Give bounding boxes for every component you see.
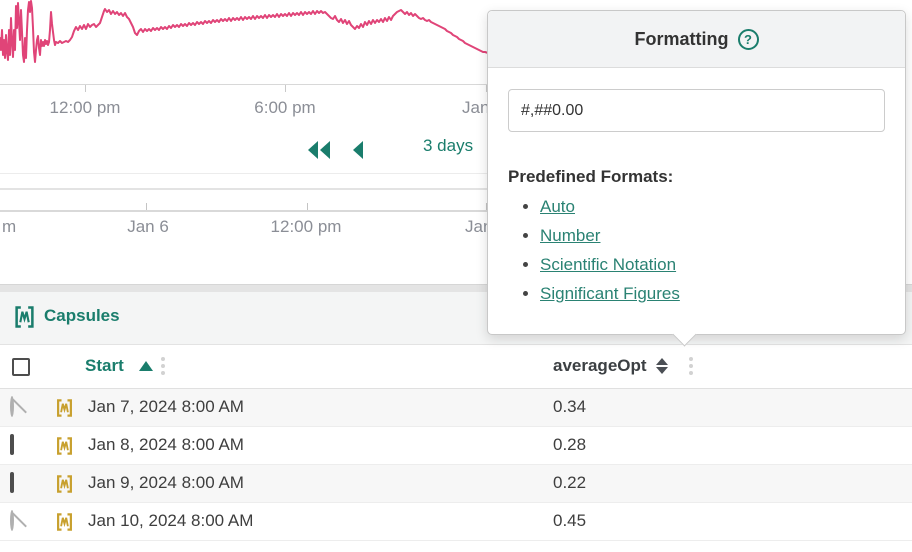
capsule-value: 0.34 — [553, 397, 587, 416]
column-header-start[interactable]: Start — [85, 356, 124, 375]
rewind-icon[interactable] — [305, 138, 333, 167]
not-selectable-icon — [10, 396, 14, 417]
capsule-value: 0.22 — [553, 473, 587, 492]
list-item: Number — [540, 226, 885, 246]
help-icon[interactable]: ? — [737, 28, 759, 50]
top-axis-label-600pm: 6:00 pm — [254, 98, 316, 117]
axis-tick — [307, 203, 308, 210]
capsule-icon — [56, 398, 73, 423]
step-back-icon[interactable] — [351, 138, 365, 167]
trend-chart[interactable] — [0, 0, 912, 90]
capsule-icon — [56, 436, 73, 461]
sort-ascending-icon[interactable] — [139, 361, 153, 371]
not-selectable-icon — [10, 510, 14, 531]
list-item: Auto — [540, 197, 885, 217]
row-checkbox[interactable] — [10, 434, 14, 455]
row-checkbox[interactable] — [10, 472, 14, 493]
table-row[interactable]: Jan 9, 2024 8:00 AM 0.22 — [0, 465, 912, 503]
capsules-icon — [14, 305, 35, 334]
format-link-significant-figures[interactable]: Significant Figures — [540, 284, 680, 303]
bottom-axis-label-1200pm: 12:00 pm — [270, 217, 342, 236]
axis-tick — [285, 85, 286, 92]
section-divider[interactable] — [0, 284, 912, 292]
capsule-start: Jan 9, 2024 8:00 AM — [88, 473, 244, 492]
signal-line — [0, 0, 501, 63]
averageopt-column-menu-icon[interactable] — [689, 357, 693, 375]
capsules-table-body: Jan 7, 2024 8:00 AM 0.34 Jan 8, 2024 8:0… — [0, 389, 912, 541]
format-link-scientific-notation[interactable]: Scientific Notation — [540, 255, 677, 274]
bottom-axis-label-pm-clipped: m — [2, 217, 17, 236]
formatting-popup: Formatting ? Predefined Formats: Auto Nu… — [487, 10, 906, 347]
table-row[interactable]: Jan 7, 2024 8:00 AM 0.34 — [0, 389, 912, 427]
column-header-averageopt[interactable]: averageOpt — [553, 356, 647, 375]
sort-both-icon[interactable] — [656, 358, 668, 374]
lane-divider — [0, 188, 906, 190]
bottom-axis-label-jan6: Jan 6 — [127, 217, 169, 236]
capsule-icon — [56, 474, 73, 499]
capsule-start: Jan 10, 2024 8:00 AM — [88, 511, 254, 530]
list-item: Scientific Notation — [540, 255, 885, 275]
capsule-value: 0.45 — [553, 511, 587, 530]
axis-tick — [486, 203, 487, 210]
axis-tick — [85, 85, 86, 92]
predefined-formats-heading: Predefined Formats: — [508, 167, 674, 186]
capsules-table-header: Start averageOpt — [0, 345, 912, 389]
top-x-axis-line — [0, 84, 906, 85]
capsule-start: Jan 8, 2024 8:00 AM — [88, 435, 244, 454]
top-axis-label-jan: Jan — [462, 98, 490, 117]
format-link-auto[interactable]: Auto — [540, 197, 575, 216]
bottom-x-axis-line — [0, 210, 906, 212]
capsule-start: Jan 7, 2024 8:00 AM — [88, 397, 244, 416]
select-all-checkbox[interactable] — [12, 358, 30, 376]
duration-link[interactable]: 3 days — [423, 136, 474, 155]
format-string-input[interactable] — [508, 89, 885, 132]
capsule-icon — [56, 512, 73, 537]
axis-tick — [146, 203, 147, 210]
axis-tick — [486, 85, 487, 92]
list-item: Significant Figures — [540, 284, 885, 304]
format-link-number[interactable]: Number — [540, 226, 601, 245]
table-row[interactable]: Jan 10, 2024 8:00 AM 0.45 — [0, 503, 912, 541]
capsules-title: Capsules — [44, 306, 120, 325]
lane-divider — [0, 173, 906, 174]
popup-title: Formatting — [634, 28, 729, 49]
formatting-popup-body: Predefined Formats: Auto Number Scientif… — [488, 68, 905, 304]
bottom-axis-label-jan: Jan — [465, 217, 493, 236]
start-column-menu-icon[interactable] — [161, 357, 165, 375]
capsule-value: 0.28 — [553, 435, 587, 454]
formatting-popup-header: Formatting ? — [488, 11, 905, 68]
top-axis-label-1200pm: 12:00 pm — [49, 98, 121, 117]
table-row[interactable]: Jan 8, 2024 8:00 AM 0.28 — [0, 427, 912, 465]
predefined-formats-list: Auto Number Scientific Notation Signific… — [508, 197, 885, 304]
